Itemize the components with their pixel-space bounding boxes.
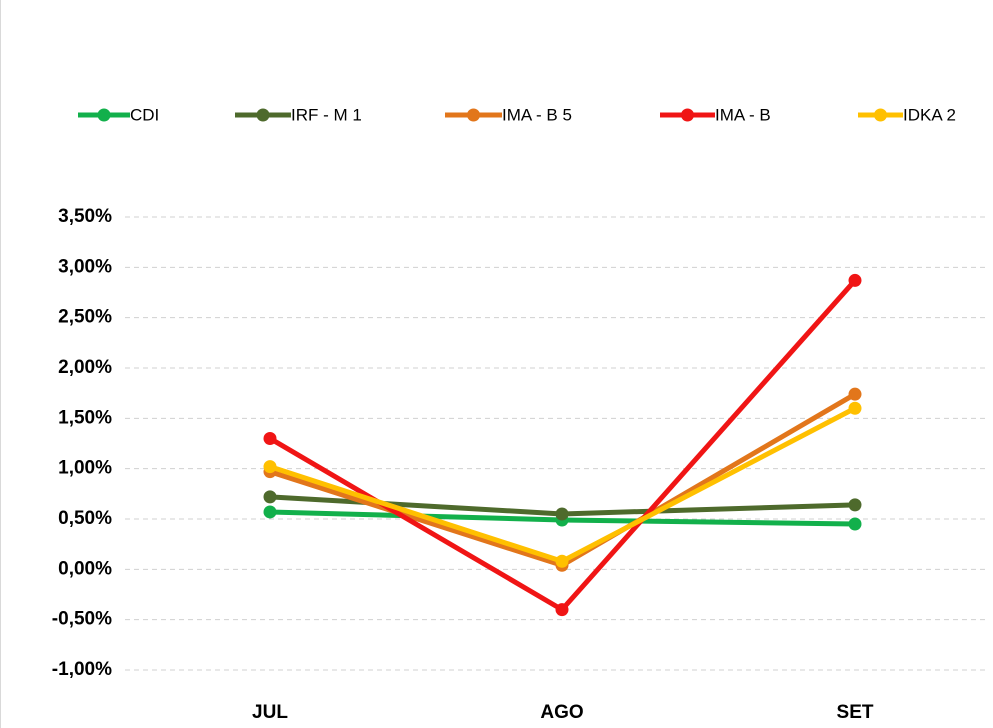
legend-marker [256, 108, 270, 122]
series-line [269, 406, 857, 564]
data-point [848, 273, 862, 287]
legend-marker [681, 108, 694, 122]
data-point [263, 490, 277, 504]
legend-label: IRF - M 1 [291, 105, 362, 124]
data-point [263, 460, 277, 474]
legend-marker [467, 108, 480, 122]
y-tick-label: 1,00% [58, 458, 112, 479]
data-point [848, 401, 862, 415]
data-point [263, 505, 277, 519]
x-tick-label: JUL [252, 702, 288, 723]
y-tick-label: 2,50% [58, 307, 112, 328]
legend-label: IMA - B [715, 105, 771, 124]
data-point [848, 517, 862, 531]
x-tick-label: SET [837, 702, 874, 723]
legend-label: IDKA 2 [903, 105, 956, 124]
x-tick-label: AGO [540, 702, 583, 723]
data-point [263, 431, 277, 445]
y-tick-label: 0,50% [58, 508, 112, 529]
y-tick-label: -0,50% [52, 609, 112, 630]
legend-marker [97, 108, 111, 122]
y-tick-label: 3,00% [58, 256, 112, 277]
y-tick-label: 0,00% [58, 558, 112, 579]
legend-label: IMA - B 5 [502, 105, 572, 124]
y-tick-label: 3,50% [58, 206, 112, 227]
y-tick-label: 1,50% [58, 407, 112, 428]
legend-label: CDI [130, 105, 159, 124]
data-point [848, 498, 862, 512]
y-tick-label: 2,00% [58, 357, 112, 378]
data-point [555, 554, 569, 568]
legend-marker [874, 108, 887, 122]
data-point [848, 387, 862, 401]
y-tick-label: -1,00% [52, 659, 112, 680]
data-point [555, 603, 569, 617]
data-point [555, 507, 569, 521]
series-line [269, 392, 857, 568]
